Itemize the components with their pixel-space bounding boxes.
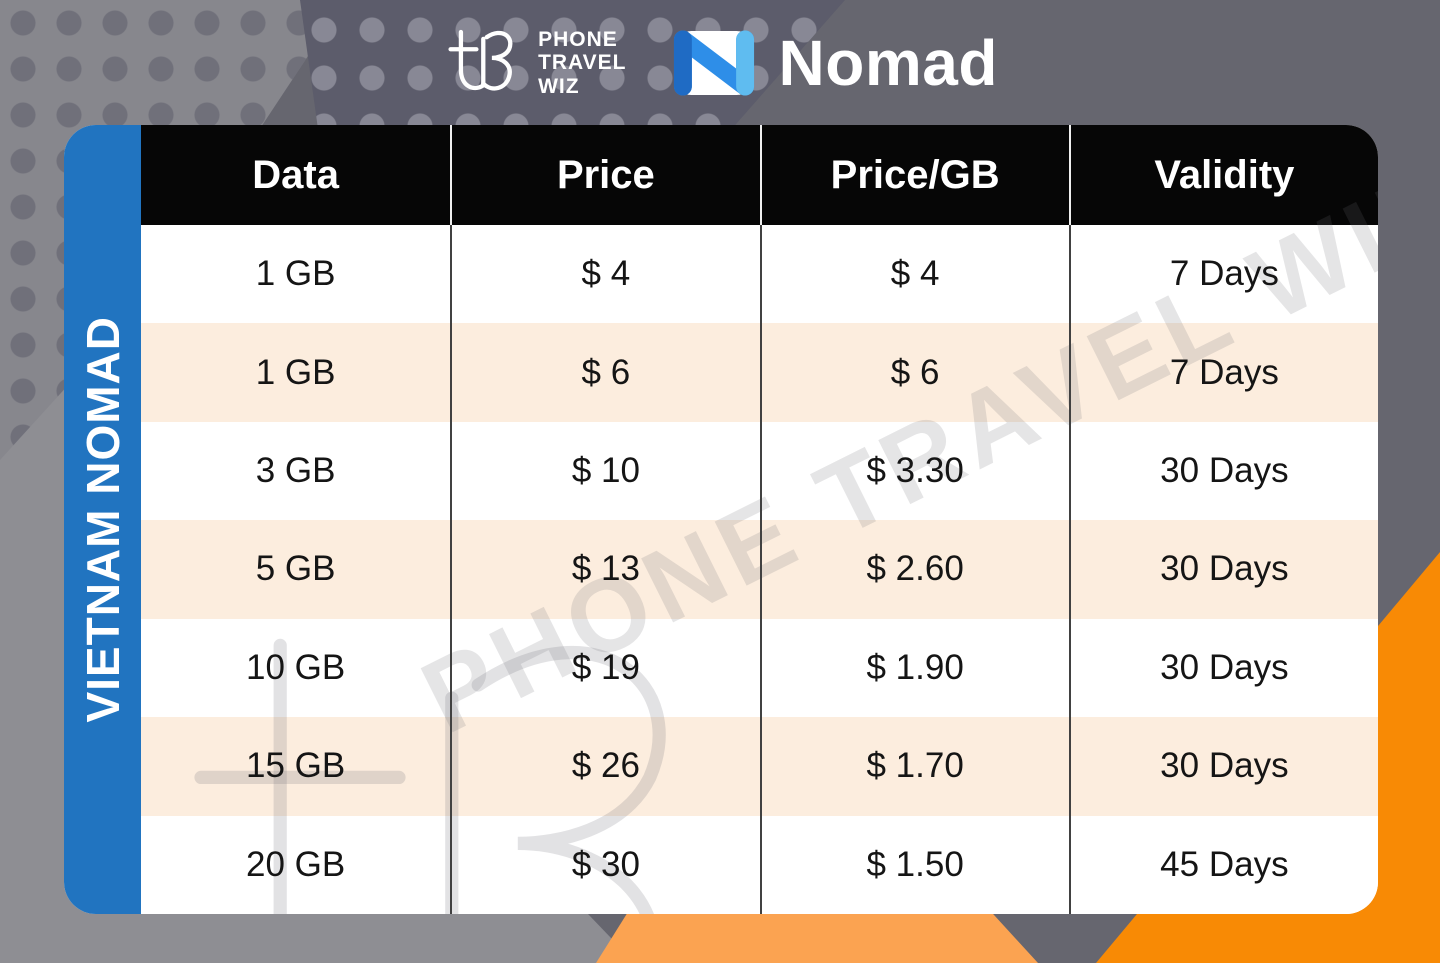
cell-validity: 30 Days <box>1068 717 1378 816</box>
pricing-table: VIETNAM NOMAD Data Price Price/GB Validi… <box>64 125 1378 914</box>
cell-price: $ 6 <box>450 323 759 422</box>
cell-data: 5 GB <box>255 549 336 589</box>
cell-data: 20 GB <box>246 844 346 884</box>
cell-price-per-gb: $ 2.60 <box>759 520 1069 619</box>
ptw-line-travel: TRAVEL <box>538 51 627 75</box>
cell-data: 1 GB <box>255 352 336 392</box>
cell-validity: 30 Days <box>1068 618 1378 718</box>
sidebar-vietnam-nomad: VIETNAM NOMAD <box>64 125 141 914</box>
cell-price: $ 19 <box>450 618 759 718</box>
table-row: 3 GB $ 10 $ 3.30 30 Days <box>141 421 1378 521</box>
ptw-line-wiz: WIZ <box>538 74 580 98</box>
cell-price: $ 30 <box>450 815 759 914</box>
nomad-wordmark: Nomad <box>778 27 998 99</box>
table-row: 10 GB $ 19 $ 1.90 30 Days <box>141 618 1378 718</box>
cell-price-per-gb: $ 4 <box>759 225 1069 324</box>
column-header-data: Data <box>252 152 339 197</box>
cell-validity: 30 Days <box>1068 520 1378 619</box>
table-row: 1 GB $ 4 $ 4 7 Days <box>141 225 1378 324</box>
table-row: 5 GB $ 13 $ 2.60 30 Days <box>141 520 1378 619</box>
cell-data: 10 GB <box>246 647 346 687</box>
cell-price-per-gb: $ 3.30 <box>759 421 1069 521</box>
cell-validity: 7 Days <box>1068 323 1378 422</box>
ptw-line-phone: PHONE <box>538 28 618 52</box>
table-body: 1 GB $ 4 $ 4 7 Days 1 GB $ 6 $ 6 7 Days … <box>141 225 1378 914</box>
cell-price: $ 13 <box>450 520 759 619</box>
column-header-validity: Validity <box>1068 125 1378 225</box>
table-row: 20 GB $ 30 $ 1.50 45 Days <box>141 815 1378 914</box>
cell-price-per-gb: $ 1.50 <box>759 815 1069 914</box>
cell-price-per-gb: $ 1.70 <box>759 717 1069 816</box>
column-header-price: Price <box>450 125 759 225</box>
table-header-row: Data Price Price/GB Validity <box>141 125 1378 225</box>
cell-data: 15 GB <box>246 746 346 786</box>
brand-bar: PHONE TRAVEL WIZ Nomad <box>0 0 1440 126</box>
phone-travel-wiz-wordmark: PHONE TRAVEL WIZ <box>538 28 626 97</box>
cell-validity: 30 Days <box>1068 421 1378 521</box>
cell-validity: 45 Days <box>1068 815 1378 914</box>
nomad-logo-icon <box>673 30 754 96</box>
sidebar-label: VIETNAM NOMAD <box>76 316 129 723</box>
cell-price-per-gb: $ 1.90 <box>759 618 1069 718</box>
table-row: 1 GB $ 6 $ 6 7 Days <box>141 323 1378 422</box>
cell-data: 3 GB <box>255 451 336 491</box>
table-main: Data Price Price/GB Validity 1 GB $ 4 $ … <box>141 125 1378 914</box>
cell-data: 1 GB <box>255 254 336 294</box>
cell-price: $ 26 <box>450 717 759 816</box>
column-header-price-per-gb: Price/GB <box>759 125 1069 225</box>
phone-travel-wiz-logo-icon <box>448 29 513 91</box>
cell-price: $ 10 <box>450 421 759 521</box>
table-row: 15 GB $ 26 $ 1.70 30 Days <box>141 717 1378 816</box>
cell-validity: 7 Days <box>1068 225 1378 324</box>
cell-price: $ 4 <box>450 225 759 324</box>
cell-price-per-gb: $ 6 <box>759 323 1069 422</box>
